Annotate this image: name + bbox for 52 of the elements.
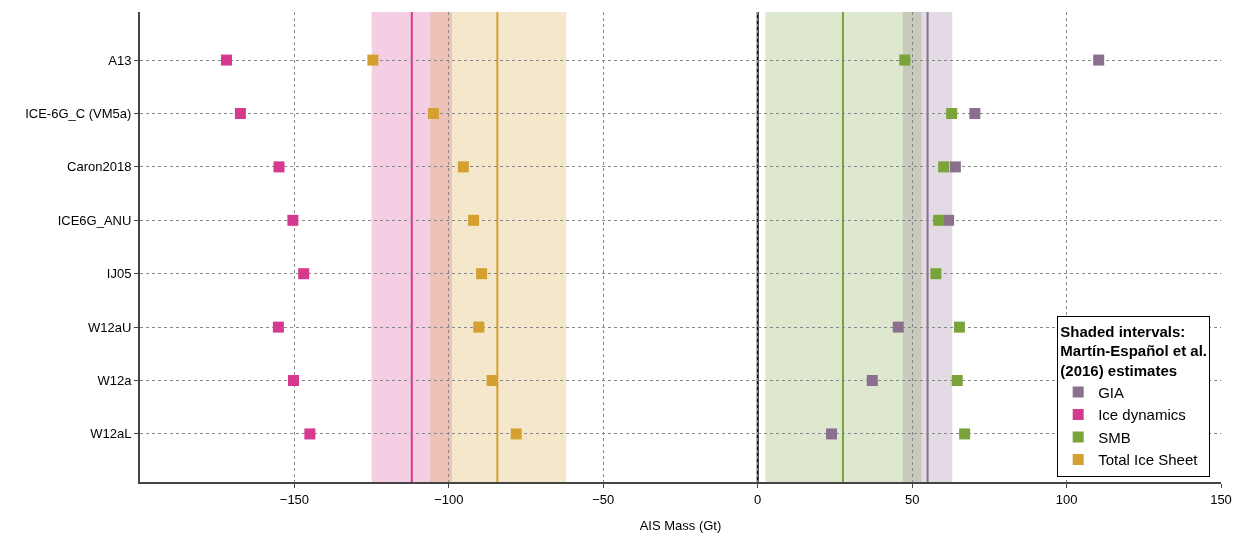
x-tick-label: 50 [904, 491, 920, 507]
point [457, 161, 469, 173]
y-tick-label: A13 [108, 52, 132, 68]
y-tick-label: W12aU [88, 319, 132, 335]
y-tick-label: W12aL [90, 426, 132, 442]
y-tick-label: Caron2018 [67, 159, 132, 175]
x-tick-label: 0 [754, 491, 762, 507]
point [468, 214, 480, 226]
point [473, 321, 485, 333]
point [946, 107, 958, 119]
point [826, 428, 838, 440]
point [298, 268, 310, 280]
legend-label: GIA [1098, 383, 1125, 401]
point [866, 375, 878, 387]
x-tick-label: −100 [434, 491, 464, 507]
point [943, 214, 955, 226]
point [427, 107, 439, 119]
point [1093, 54, 1105, 66]
x-tick-label: −150 [279, 491, 310, 507]
x-tick-label: −50 [592, 491, 615, 507]
y-tick-label: ICE-6G_C (VM5a) [25, 106, 132, 122]
point [959, 428, 971, 440]
point [288, 375, 299, 387]
y-tick-label: W12a [97, 373, 133, 389]
point [272, 321, 284, 333]
legend-label: Total Ice Sheet [1098, 451, 1199, 469]
y-tick-label: ICE6G_ANU [57, 212, 132, 228]
point [367, 54, 379, 66]
point [476, 268, 488, 280]
y-tick-label: IJ05 [106, 266, 132, 282]
point [486, 375, 498, 387]
point [938, 161, 950, 173]
legend-label: Ice dynamics [1098, 406, 1186, 424]
point [930, 268, 942, 280]
point [304, 428, 316, 440]
x-axis-title: AIS Mass (Gt) [639, 517, 722, 533]
x-tick-label: 150 [1210, 491, 1232, 507]
point [287, 214, 299, 226]
x-tick-label: 100 [1055, 491, 1078, 507]
point [951, 375, 963, 387]
point [933, 214, 945, 226]
legend-title: Shaded intervals: Martín-Español et al. (2016) estimates [1060, 322, 1208, 379]
point [949, 161, 961, 173]
point [220, 54, 232, 66]
point [899, 54, 911, 66]
point [953, 321, 965, 333]
point [510, 428, 522, 440]
legend-label: SMB [1098, 428, 1131, 446]
point [273, 161, 285, 173]
point [892, 321, 904, 333]
point [234, 107, 246, 119]
point [969, 107, 981, 119]
